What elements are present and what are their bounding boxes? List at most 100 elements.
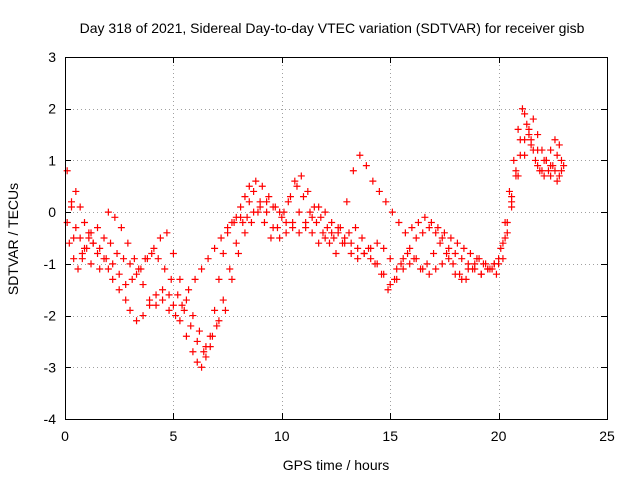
- data-point: [72, 187, 80, 195]
- data-point: [172, 312, 180, 320]
- data-point: [252, 177, 260, 185]
- data-point: [76, 234, 84, 242]
- data-point: [159, 286, 167, 294]
- data-point: [453, 239, 461, 247]
- data-point: [434, 224, 442, 232]
- x-tick-label: 10: [274, 428, 290, 444]
- data-point: [185, 286, 193, 294]
- data-point: [555, 172, 563, 180]
- data-point: [371, 260, 379, 268]
- data-point: [133, 317, 141, 325]
- data-point: [198, 265, 206, 273]
- data-point: [130, 255, 138, 263]
- data-point: [391, 275, 399, 283]
- data-point: [245, 182, 253, 190]
- data-point: [456, 270, 464, 278]
- data-point: [514, 172, 522, 180]
- data-point: [224, 224, 232, 232]
- data-point: [362, 162, 370, 170]
- data-point: [534, 131, 542, 139]
- data-point: [154, 255, 162, 263]
- data-point: [128, 275, 136, 283]
- data-point: [104, 208, 112, 216]
- data-point: [399, 255, 407, 263]
- data-point: [438, 260, 446, 268]
- data-point: [352, 224, 360, 232]
- data-point: [182, 332, 190, 340]
- data-point: [126, 306, 134, 314]
- data-point: [397, 260, 405, 268]
- data-point: [477, 270, 485, 278]
- data-point: [529, 115, 537, 123]
- data-point: [250, 187, 258, 195]
- data-point: [161, 265, 169, 273]
- data-point: [191, 275, 199, 283]
- data-point: [401, 229, 409, 237]
- y-tick-label: -4: [44, 411, 57, 427]
- data-point: [464, 260, 472, 268]
- data-point: [551, 136, 559, 144]
- data-point: [393, 265, 401, 273]
- data-point: [373, 239, 381, 247]
- data-point: [165, 306, 173, 314]
- data-point: [497, 244, 505, 252]
- data-point: [124, 239, 132, 247]
- plot-frame: [65, 57, 608, 420]
- data-point: [102, 255, 110, 263]
- data-point: [425, 270, 433, 278]
- data-point: [215, 317, 223, 325]
- data-point: [436, 239, 444, 247]
- data-point: [232, 239, 240, 247]
- data-point: [386, 255, 394, 263]
- data-point: [113, 250, 121, 258]
- data-point: [521, 136, 529, 144]
- data-point: [267, 234, 275, 242]
- data-point: [174, 291, 182, 299]
- data-point: [111, 213, 119, 221]
- data-point: [280, 208, 288, 216]
- data-point: [159, 296, 167, 304]
- data-point: [241, 193, 249, 201]
- data-point: [499, 239, 507, 247]
- data-point: [169, 250, 177, 258]
- data-point: [438, 234, 446, 242]
- data-point: [425, 224, 433, 232]
- series-track-c: [68, 115, 563, 356]
- data-point: [96, 265, 104, 273]
- data-point: [81, 218, 89, 226]
- data-point: [518, 105, 526, 113]
- data-point: [276, 234, 284, 242]
- data-point: [180, 306, 188, 314]
- data-point: [219, 250, 227, 258]
- data-point: [295, 229, 303, 237]
- data-point: [440, 229, 448, 237]
- data-point: [63, 167, 71, 175]
- data-point: [369, 177, 377, 185]
- series-track-b: [65, 105, 565, 320]
- data-point: [94, 250, 102, 258]
- data-point: [104, 265, 112, 273]
- data-point: [115, 270, 123, 278]
- data-point: [325, 239, 333, 247]
- data-point: [378, 270, 386, 278]
- data-point: [380, 244, 388, 252]
- data-point: [354, 244, 362, 252]
- data-point: [85, 229, 93, 237]
- data-point: [384, 286, 392, 294]
- data-point: [193, 337, 201, 345]
- data-point: [195, 327, 203, 335]
- data-point: [258, 182, 266, 190]
- data-point: [503, 229, 511, 237]
- data-point: [330, 234, 338, 242]
- y-tick-label: 0: [48, 204, 56, 220]
- data-point: [365, 244, 373, 252]
- data-point: [382, 198, 390, 206]
- data-point: [193, 358, 201, 366]
- data-point: [150, 244, 158, 252]
- data-point: [328, 218, 336, 226]
- data-point: [83, 244, 91, 252]
- data-point: [406, 260, 414, 268]
- data-point: [178, 301, 186, 309]
- data-point: [243, 213, 251, 221]
- data-point: [304, 187, 312, 195]
